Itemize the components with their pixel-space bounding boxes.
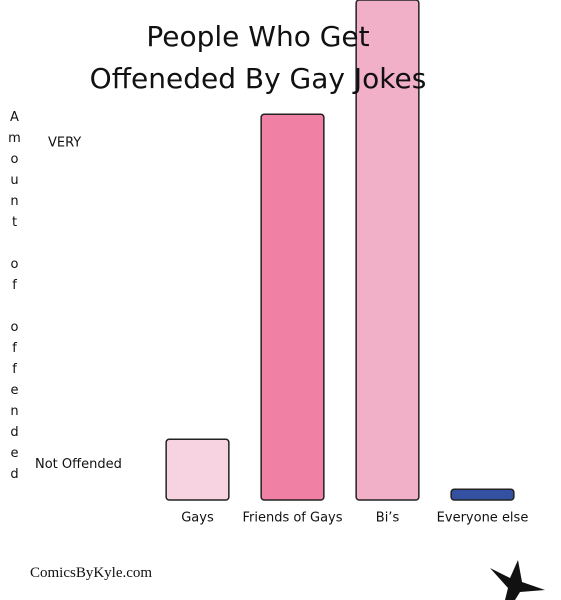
y-tick-label: VERY	[48, 135, 81, 150]
y-tick-label: Not Offended	[35, 457, 122, 472]
x-tick-label: Everyone else	[437, 511, 529, 526]
bar	[165, 438, 230, 501]
x-tick-label: Gays	[181, 511, 214, 526]
x-tick-label: Bi’s	[376, 511, 400, 526]
bar	[260, 113, 325, 501]
x-tick-label: Friends of Gays	[242, 511, 342, 526]
star-icon	[490, 560, 545, 600]
bar	[450, 488, 515, 501]
bar	[355, 0, 420, 501]
y-axis-title: Amount of offended	[7, 110, 22, 488]
chart-title: People Who Get Offeneded By Gay Jokes	[89, 20, 427, 95]
credit: ComicsByKyle.com	[30, 565, 153, 581]
